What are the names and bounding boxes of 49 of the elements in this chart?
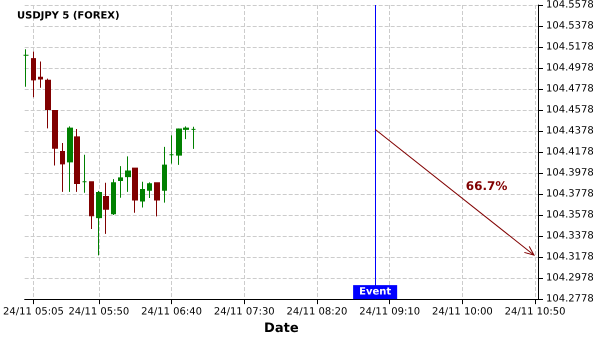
candlestick: [82, 154, 87, 194]
x-tick-label: 24/11 10:00: [432, 306, 493, 318]
x-tick-label: 24/11 07:30: [214, 306, 275, 318]
candlestick: [132, 168, 138, 214]
y-tick-label: 104.4778: [546, 84, 594, 95]
candlestick: [191, 126, 196, 150]
candlestick: [169, 134, 174, 164]
y-tick-label: 104.5378: [546, 20, 594, 32]
candlestick: [162, 146, 167, 204]
candlestick: [111, 178, 116, 216]
candlestick: [45, 78, 51, 129]
y-tick-label: 104.4178: [546, 146, 594, 158]
y-tick-label: 104.5578: [546, 0, 594, 10]
candlestick: [67, 126, 73, 192]
y-tick-label: 104.3378: [546, 230, 594, 242]
candlestick: [52, 110, 58, 166]
y-tick-label: 104.3778: [546, 188, 594, 200]
y-tick-label: 104.4578: [546, 104, 594, 116]
candlestick: [154, 182, 160, 217]
y-tick-label: 104.5178: [546, 42, 594, 53]
candlestick: [23, 48, 29, 88]
x-tick-label: 24/11 06:40: [141, 306, 202, 318]
y-tick-label: 104.4378: [546, 126, 594, 137]
x-axis-title: Date: [264, 321, 299, 336]
x-tick-label: 24/11 08:20: [286, 306, 348, 318]
x-tick-label: 24/11 05:50: [68, 306, 130, 318]
text: USDJPY 5 (FOREX): [17, 10, 120, 22]
ref-line-label: Event: [359, 286, 392, 298]
y-tick-label: 104.2978: [546, 272, 594, 284]
y-tick-label: 104.2778: [546, 294, 594, 305]
candlestick: [96, 190, 102, 256]
candlestick: [103, 182, 109, 234]
x-tick-label: 24/11 05:05: [2, 306, 64, 318]
candlestick: [31, 51, 36, 98]
candlestick: [140, 181, 145, 208]
y-tick-label: 104.3178: [546, 252, 594, 263]
annotation: 66.7%: [466, 179, 508, 194]
candlestick: [147, 182, 152, 199]
y-tick-label: 104.3578: [546, 210, 594, 221]
candlestick: [125, 156, 131, 192]
x-tick-label: 24/11 09:10: [359, 306, 420, 318]
candlestick: [74, 128, 80, 192]
candlestick: [38, 61, 43, 88]
y-tick-label: 104.3978: [546, 168, 594, 179]
candlestick: [89, 181, 94, 230]
x-tick-label: 24/11 10:50: [504, 306, 566, 318]
candlestick: [118, 166, 123, 198]
y-tick-label: 104.4978: [546, 62, 594, 74]
candlestick: [60, 142, 65, 192]
